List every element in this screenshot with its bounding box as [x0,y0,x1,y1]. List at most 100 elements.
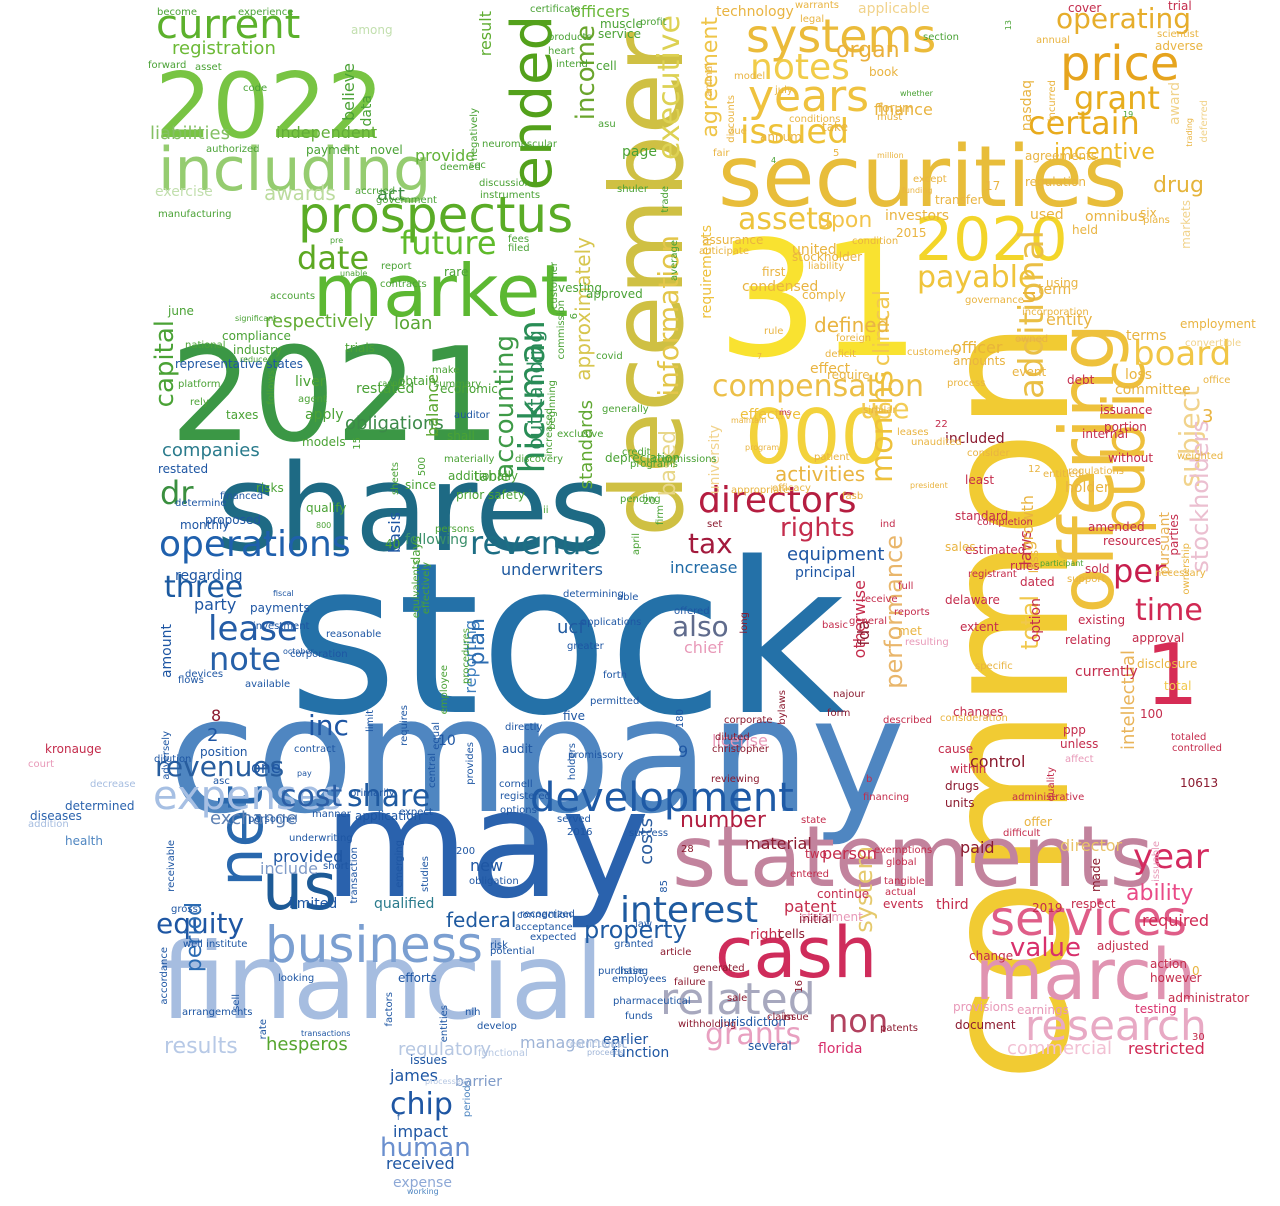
cloud-word: law [635,919,653,930]
cloud-word: consider [967,448,1010,459]
cloud-word: muscle [600,17,643,31]
cloud-word: expect [399,807,433,818]
cloud-word: materially [444,454,495,465]
cloud-word: cell [596,59,617,73]
cloud-word: processes [425,1077,465,1086]
cloud-word: set [707,519,723,530]
cloud-word: include [260,859,318,878]
cloud-word: profit [640,17,667,28]
cloud-word: assurance [702,233,764,247]
cloud-word: july [775,85,793,96]
cloud-word: exclusive [557,429,604,440]
cloud-word: gross [171,904,198,915]
cloud-word: failure [674,977,706,988]
cloud-word: since [405,478,437,492]
cloud-word: one [251,758,281,777]
cloud-word: conditions [789,114,841,125]
cloud-word: bylaws [777,690,788,725]
cloud-word: expense [393,1175,452,1191]
cloud-word: industry [233,343,283,357]
cloud-word: costs [636,818,657,865]
cloud-word: 500 [417,457,428,477]
cloud-word: shares [216,440,612,579]
cloud-word: amended [1088,520,1145,534]
cloud-word: florida [818,1041,863,1057]
cloud-word: however [1150,971,1202,985]
cloud-word: patient [814,452,850,463]
cloud-word: sold [1085,562,1110,576]
cloud-word: potential [490,946,535,957]
cloud-word: sale [727,993,748,1004]
cloud-word: required [1142,911,1210,930]
cloud-word: among [351,23,393,37]
cloud-word: less [1027,550,1041,574]
cloud-word: economic [440,382,498,396]
cloud-word: pre [330,236,344,245]
cloud-word: authorized [206,144,260,155]
cloud-word: initial [799,912,832,926]
cloud-word: kronauge [45,742,102,756]
cloud-word: connection [517,910,573,921]
cloud-word: provided [273,847,344,866]
cloud-word: additionally [448,469,519,483]
cloud-word: looking [278,973,315,984]
cloud-word: respectively [265,311,375,332]
cloud-word: statements [672,808,1154,907]
cloud-word: changes [953,705,1004,719]
cloud-word: general [849,616,888,627]
cloud-word: upon [817,208,873,233]
cloud-word: pay [297,769,312,778]
cloud-word: 2020 [915,205,1068,275]
cloud-word: 2 [207,725,219,746]
cloud-word: filed [508,243,530,254]
cloud-word: restated [158,462,209,476]
cloud-word: chip [390,1087,453,1122]
cloud-word: regarding [175,568,243,584]
cloud-word: trial [1168,0,1192,13]
cloud-word: 13 [1004,20,1013,31]
cloud-word: respect [1071,897,1116,911]
cloud-word: use [860,392,910,425]
cloud-word: accrued [355,186,396,197]
cloud-word: restrictions [566,1039,622,1050]
cloud-word: administrator [1168,991,1250,1005]
cloud-word: commercial [1007,1038,1112,1059]
cloud-word: impact [393,1122,449,1141]
cloud-word: condition [852,236,899,247]
cloud-word: contract [294,744,336,755]
cloud-word: listing [618,966,649,977]
cloud-word: change [969,949,1014,963]
cloud-word: 2021 [170,319,501,471]
cloud-word: 30 [1192,1032,1205,1043]
cloud-word: cells [778,927,805,941]
cloud-word: non [828,1002,889,1040]
cloud-word: earlier [603,1032,649,1048]
cloud-word: stockholder [792,250,863,264]
cloud-word: continue [817,887,870,901]
cloud-word: tangible [884,876,925,887]
cloud-word: directly [505,722,543,733]
cloud-word: director [1060,836,1123,855]
cloud-word: employees [612,974,667,985]
cloud-word: proceeds [587,1048,624,1057]
cloud-word: registered [500,791,551,802]
cloud-word: diluted [715,732,750,743]
cloud-word: receive [861,594,898,605]
cloud-word: requires [399,705,410,746]
cloud-word: certificate [530,4,581,15]
cloud-word: rules [1010,559,1040,573]
cloud-word: adjusted [1097,939,1149,953]
cloud-word: entitled [1043,469,1082,480]
cloud-word: defined [814,313,890,337]
cloud-word: promissory [568,750,624,761]
cloud-word: due [728,126,747,137]
cloud-word: research [1025,1001,1207,1050]
cloud-word: drug [1153,173,1204,198]
cloud-word: underwriters [501,560,603,579]
cloud-word: liability [808,261,845,272]
cloud-word: investment [253,621,310,632]
cloud-word: participant [1040,559,1084,568]
cloud-word: liver [295,374,326,390]
cloud-word: provisions [953,1000,1014,1014]
cloud-word: grant [1074,79,1160,117]
